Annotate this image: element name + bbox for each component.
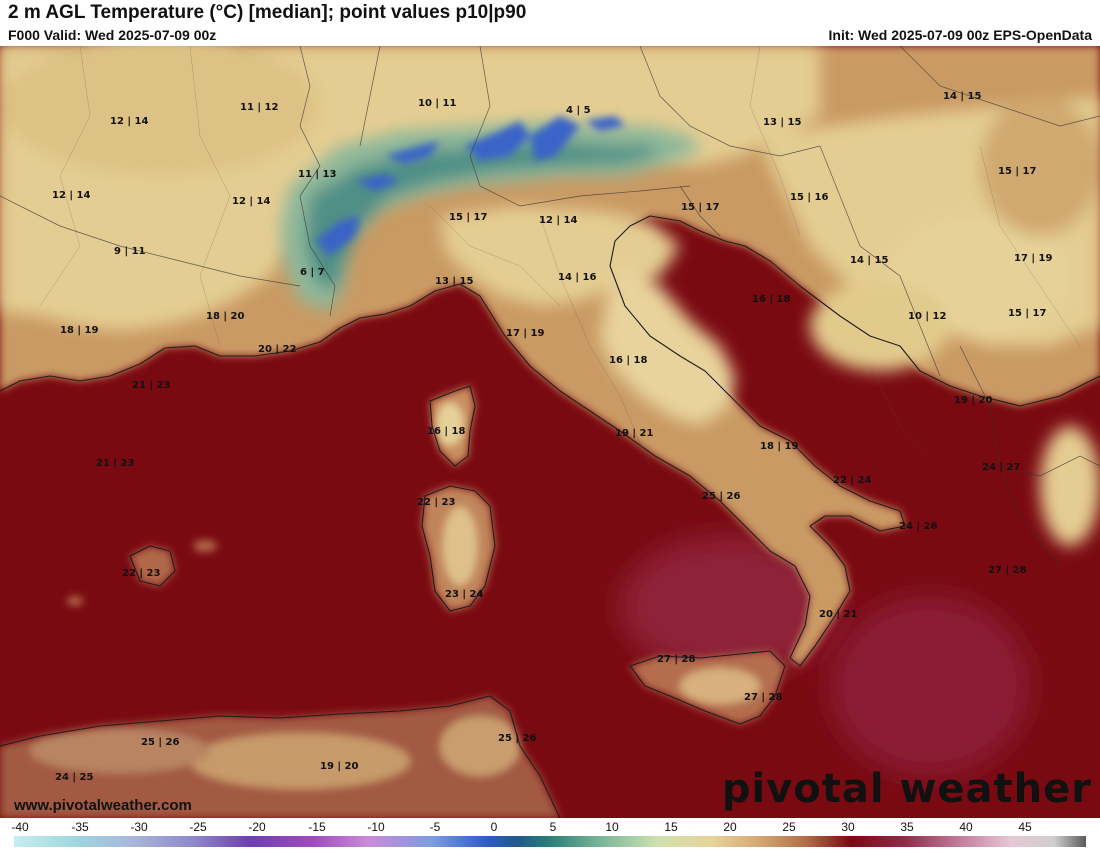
point-value: 11 | 12 <box>240 102 278 113</box>
point-value: 10 | 12 <box>908 311 946 322</box>
point-value: 21 | 23 <box>96 458 134 469</box>
point-value: 23 | 24 <box>445 589 483 600</box>
point-value: 14 | 15 <box>850 255 888 266</box>
point-value: 15 | 17 <box>1008 308 1046 319</box>
point-value: 22 | 23 <box>122 568 160 579</box>
point-value: 14 | 15 <box>943 91 981 102</box>
point-value: 27 | 28 <box>657 654 695 665</box>
islands-corsica-sardinia <box>422 386 495 611</box>
colorbar-tick-label: -20 <box>248 820 266 834</box>
point-value: 17 | 19 <box>1014 253 1052 264</box>
point-value: 27 | 28 <box>988 565 1026 576</box>
point-value: 15 | 17 <box>998 166 1036 177</box>
colorbar-tick-label: 15 <box>664 820 678 834</box>
colorbar-tick-label: 40 <box>959 820 973 834</box>
point-value: 15 | 17 <box>681 202 719 213</box>
point-values: 12 | 14 11 | 12 10 | 11 4 | 5 13 | 15 14… <box>52 91 1052 783</box>
brand-logo-text: pivotal weather <box>721 766 1092 812</box>
point-value: 19 | 20 <box>320 761 358 772</box>
country-borders <box>0 46 1100 567</box>
point-value: 9 | 11 <box>114 246 146 257</box>
valid-time: F000 Valid: Wed 2025-07-09 00z <box>8 27 217 43</box>
point-value: 21 | 23 <box>132 380 170 391</box>
point-value: 15 | 16 <box>790 192 828 203</box>
point-value: 12 | 14 <box>539 215 577 226</box>
colorbar-tick-label: 25 <box>782 820 796 834</box>
point-value: 18 | 19 <box>760 441 798 452</box>
point-value: 18 | 20 <box>206 311 244 322</box>
point-value: 13 | 15 <box>435 276 473 287</box>
point-value: 18 | 19 <box>60 325 98 336</box>
map-canvas: 12 | 14 11 | 12 10 | 11 4 | 5 13 | 15 14… <box>0 46 1100 818</box>
point-value: 25 | 26 <box>498 733 536 744</box>
website-link[interactable]: www.pivotalweather.com <box>14 797 192 814</box>
colorbar-tick-label: -30 <box>130 820 148 834</box>
point-value: 16 | 18 <box>752 294 790 305</box>
point-value: 20 | 21 <box>819 609 857 620</box>
point-value: 13 | 15 <box>763 117 801 128</box>
point-value: 12 | 14 <box>232 196 270 207</box>
point-value: 12 | 14 <box>52 190 90 201</box>
colorbar-tick-label: -25 <box>189 820 207 834</box>
point-value: 11 | 13 <box>298 169 336 180</box>
alps-cold-patches <box>315 116 625 256</box>
coastlines <box>0 215 1100 818</box>
region-borders <box>39 46 1081 467</box>
colorbar-strip <box>14 836 1086 847</box>
colorbar-tick-label: 20 <box>723 820 737 834</box>
map-title: 2 m AGL Temperature (°C) [median]; point… <box>8 2 527 23</box>
point-value: 15 | 17 <box>449 212 487 223</box>
colorbar-tick-label: 0 <box>490 820 498 834</box>
point-value: 25 | 26 <box>141 737 179 748</box>
point-value: 14 | 16 <box>558 272 596 283</box>
colorbar-tick-label: -15 <box>308 820 326 834</box>
colorbar-tick-label: 35 <box>900 820 914 834</box>
point-value: 6 | 7 <box>300 267 325 278</box>
init-time: Init: Wed 2025-07-09 00z EPS-OpenData <box>828 27 1093 43</box>
colorbar-tick-label: 30 <box>841 820 855 834</box>
point-value: 19 | 21 <box>615 428 653 439</box>
island-sicily <box>630 651 785 724</box>
point-value: 17 | 19 <box>506 328 544 339</box>
colorbar-tick-label: 45 <box>1018 820 1032 834</box>
point-value: 24 | 27 <box>982 462 1020 473</box>
point-value: 16 | 18 <box>427 426 465 437</box>
point-value: 22 | 23 <box>417 497 455 508</box>
point-value: 19 | 20 <box>954 395 992 406</box>
point-value: 25 | 26 <box>702 491 740 502</box>
point-value: 20 | 22 <box>258 344 296 355</box>
island-balearics <box>67 540 217 606</box>
colorbar-tick-label: 5 <box>549 820 557 834</box>
colorbar-tick-label: -40 <box>11 820 29 834</box>
point-value: 12 | 14 <box>110 116 148 127</box>
land-north-africa <box>0 696 560 818</box>
point-value: 4 | 5 <box>566 105 591 116</box>
colorbar-tick-label: 10 <box>605 820 619 834</box>
colorbar-tick-label: -35 <box>71 820 89 834</box>
colorbar-tick-label: -5 <box>429 820 441 834</box>
warm-sea-patch-east <box>830 596 1030 776</box>
point-value: 24 | 25 <box>55 772 93 783</box>
temperature-map[interactable]: 12 | 14 11 | 12 10 | 11 4 | 5 13 | 15 14… <box>0 46 1100 818</box>
map-header: 2 m AGL Temperature (°C) [median]; point… <box>0 0 1100 46</box>
colorbar-tick-label: -10 <box>367 820 385 834</box>
warm-sea-patch <box>620 536 840 676</box>
point-value: 16 | 18 <box>609 355 647 366</box>
point-value: 22 | 24 <box>833 475 871 486</box>
point-value: 24 | 26 <box>899 521 937 532</box>
colorbar-gradient <box>14 836 1086 847</box>
point-value: 27 | 28 <box>744 692 782 703</box>
point-value: 10 | 11 <box>418 98 456 109</box>
